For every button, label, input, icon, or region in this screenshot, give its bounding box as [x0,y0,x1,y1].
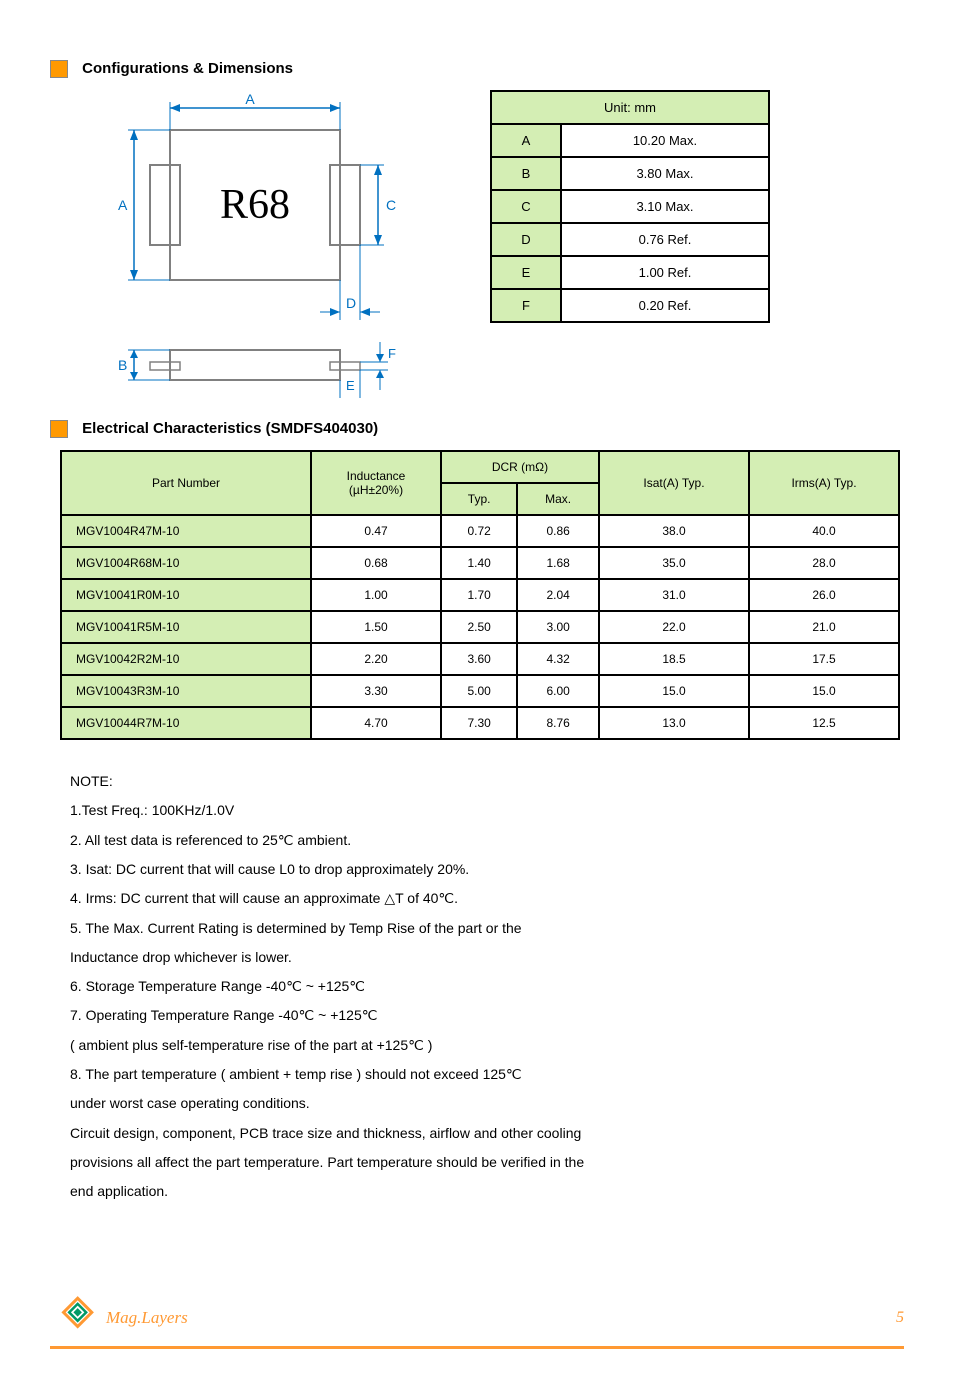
footer-page: 5 [896,1309,904,1327]
note-line: 8. The part temperature ( ambient + temp… [70,1061,904,1088]
notes-header: NOTE: [70,768,904,795]
dim-label: B [491,157,561,190]
dim-value: 10.20 Max. [561,124,769,157]
dim-value: 1.00 Ref. [561,256,769,289]
svg-text:R68: R68 [220,182,290,228]
note-line: provisions all affect the part temperatu… [70,1149,904,1176]
dimensions-table: Unit: mm A10.20 Max. B3.80 Max. C3.10 Ma… [490,90,770,323]
dim-label: E [491,256,561,289]
svg-text:C: C [386,197,396,213]
col-part: Part Number [61,451,311,515]
dim-value: 0.76 Ref. [561,223,769,256]
dim-label: C [491,190,561,223]
table-row: MGV10043R3M-10 [61,675,311,707]
svg-text:F: F [388,346,396,361]
dim-header: Unit: mm [491,91,769,124]
svg-text:A: A [118,197,128,213]
section-marker-icon [50,60,68,78]
note-line: Inductance drop whichever is lower. [70,944,904,971]
top-row: A A C D R68 [50,90,904,400]
technical-drawing: A A C D R68 [90,90,430,400]
col-isat: Isat(A) Typ. [599,451,749,515]
dim-value: 0.20 Ref. [561,289,769,322]
col-irms: Irms(A) Typ. [749,451,899,515]
note-line: end application. [70,1178,904,1205]
note-line: Circuit design, component, PCB trace siz… [70,1120,904,1147]
note-line: 3. Isat: DC current that will cause L0 t… [70,856,904,883]
table-row: MGV10044R7M-10 [61,707,311,739]
dim-label: F [491,289,561,322]
electrical-table: Part Number Inductance(µH±20%) DCR (mΩ) … [60,450,900,740]
svg-text:B: B [118,357,127,373]
section1-title: Configurations & Dimensions [82,60,293,77]
note-line: 2. All test data is referenced to 25℃ am… [70,827,904,854]
note-line: 1.Test Freq.: 100KHz/1.0V [70,797,904,824]
note-line: 5. The Max. Current Rating is determined… [70,915,904,942]
note-line: ( ambient plus self-temperature rise of … [70,1032,904,1059]
table-row: MGV1004R68M-10 [61,547,311,579]
table-row: MGV10041R0M-10 [61,579,311,611]
table-row: MGV10041R5M-10 [61,611,311,643]
note-line: 7. Operating Temperature Range -40℃ ~ +1… [70,1002,904,1029]
col-dcr-max: Max. [517,483,599,515]
page-footer: Mag.Layers 5 [50,1296,904,1349]
table-row: MGV1004R47M-10 [61,515,311,547]
table-row: MGV10042R2M-10 [61,643,311,675]
notes-block: NOTE: 1.Test Freq.: 100KHz/1.0V 2. All t… [70,768,904,1205]
dim-value: 3.80 Max. [561,157,769,190]
dim-label: A [491,124,561,157]
logo-icon [50,1296,94,1340]
col-ind: Inductance(µH±20%) [311,451,441,515]
section-marker-icon [50,420,68,438]
svg-text:A: A [245,91,255,107]
note-line: 6. Storage Temperature Range -40℃ ~ +125… [70,973,904,1000]
svg-text:E: E [346,378,355,393]
dim-label: D [491,223,561,256]
svg-text:D: D [346,295,356,311]
section2-title: Electrical Characteristics (SMDFS404030) [82,420,378,437]
dim-value: 3.10 Max. [561,190,769,223]
note-line: under worst case operating conditions. [70,1090,904,1117]
col-dcr: DCR (mΩ) [441,451,599,483]
note-line: 4. Irms: DC current that will cause an a… [70,885,904,912]
col-dcr-typ: Typ. [441,483,517,515]
footer-company: Mag.Layers [106,1308,188,1328]
